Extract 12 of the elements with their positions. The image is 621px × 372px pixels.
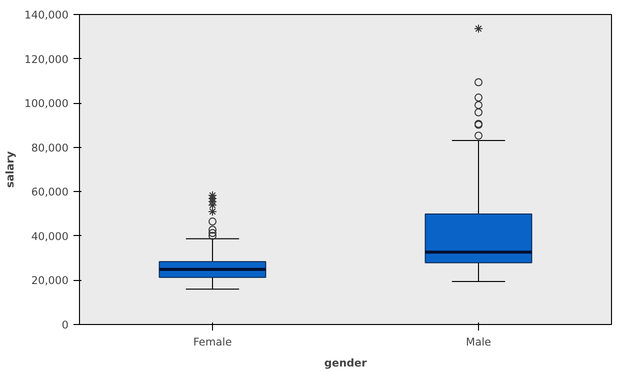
y-tick-label: 80,000: [31, 141, 69, 154]
x-tick-label: Female: [193, 336, 232, 348]
y-tick-label: 40,000: [31, 230, 69, 243]
y-axis-title: salary: [3, 151, 16, 188]
x-tick-label: Male: [466, 336, 492, 348]
x-axis-title: gender: [324, 356, 368, 370]
y-tick-label: 0: [62, 318, 69, 332]
y-tick-label: 100,000: [24, 97, 69, 110]
y-tick-label: 20,000: [31, 274, 69, 288]
y-tick-label: 60,000: [31, 186, 69, 199]
y-tick-label: 140,000: [24, 8, 69, 22]
y-tick-label: 120,000: [24, 52, 69, 66]
